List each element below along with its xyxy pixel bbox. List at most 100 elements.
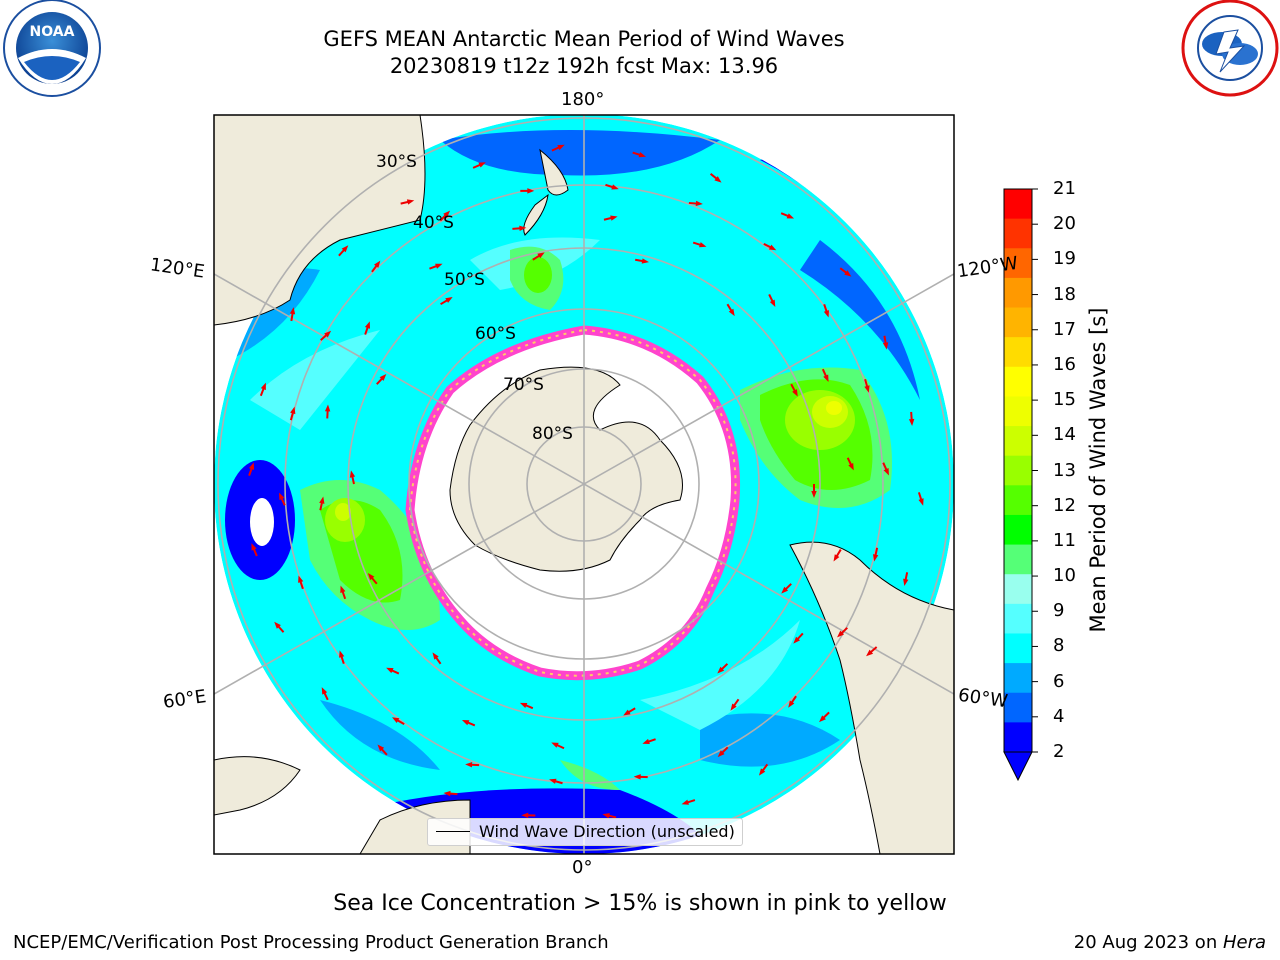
- wind-arrow-head: [788, 700, 795, 708]
- colorbar-tick-label: 12: [1053, 494, 1076, 516]
- map-border: [213, 114, 955, 855]
- wind-arrow-head: [882, 342, 889, 350]
- colorbar-tick-label: 9: [1053, 600, 1065, 622]
- wind-arrow-head: [321, 687, 328, 695]
- colorbar-tick-label: 6: [1053, 670, 1065, 692]
- colorbar-swatch: [1004, 633, 1032, 664]
- wind-arrow-head: [883, 468, 889, 476]
- colorbar-swatch: [1004, 307, 1032, 338]
- wind-arrow-head: [717, 750, 725, 758]
- wind-arrow-head: [324, 330, 332, 338]
- footer-date: 20 Aug 2023 on Hera: [1074, 932, 1266, 953]
- new-zealand-land: [523, 148, 569, 236]
- wind-arrow-head: [786, 213, 795, 219]
- legend-label: Wind Wave Direction (unscaled): [479, 822, 735, 841]
- wind-arrow-head: [833, 554, 840, 562]
- colorbar-swatch: [1004, 722, 1032, 753]
- lat-label-70s: 70°S: [503, 375, 544, 395]
- wind-arrow-head: [478, 162, 486, 168]
- colorbar-swatch: [1004, 277, 1032, 309]
- colorbar-swatch: [1004, 248, 1032, 279]
- wind-arrow-head: [681, 799, 689, 805]
- wind-arrow-head: [392, 717, 400, 723]
- wind-arrow-head: [290, 406, 296, 415]
- footer-branch: NCEP/EMC/Verification Post Processing Pr…: [13, 932, 609, 953]
- wind-arrow-head: [602, 813, 610, 819]
- wind-arrow-head: [443, 210, 451, 218]
- wind-arrow-head: [823, 374, 829, 382]
- colorbar-label: Mean Period of Wind Waves [s]: [1086, 307, 1110, 633]
- colorbar-tick-label: 8: [1053, 635, 1065, 657]
- lat-label-30s: 30°S: [376, 152, 417, 172]
- wind-arrow-head: [903, 578, 909, 586]
- colorbar-tick-label: 16: [1053, 353, 1076, 375]
- wind-arrow-head: [379, 373, 387, 381]
- wind-arrow-head: [641, 258, 649, 264]
- wind-arrow-head: [537, 252, 545, 259]
- wind-arrow-head: [260, 382, 266, 391]
- noaa-logo-text: NOAA: [30, 24, 75, 40]
- wind-arrow-head: [443, 790, 451, 797]
- wind-arrow-head: [758, 768, 766, 776]
- wind-arrow-head: [728, 308, 735, 317]
- wind-arrow-head: [349, 470, 356, 478]
- wind-arrow-head: [374, 260, 381, 268]
- wind-arrow-head: [695, 200, 703, 207]
- colorbar-tick-label: 15: [1053, 389, 1076, 411]
- wind-arrow-head: [521, 812, 529, 819]
- noaa-logo: NOAA: [3, 0, 101, 97]
- lon-label-180: 180°: [561, 89, 605, 110]
- colorbar-swatch: [1004, 544, 1032, 575]
- wind-arrow-head: [551, 742, 559, 748]
- footer-machine: Hera: [1222, 932, 1266, 953]
- south-america-land: [789, 541, 954, 854]
- colorbar-swatch: [1004, 485, 1032, 516]
- colorbar-tick-label: 4: [1053, 705, 1065, 727]
- wind-arrow-head: [611, 184, 619, 190]
- wind-arrow-head: [324, 404, 331, 412]
- wind-arrow-head: [435, 263, 443, 269]
- wind-arrow-head: [519, 702, 528, 708]
- colorbar-swatch: [1004, 455, 1032, 486]
- wind-arrow-head: [279, 492, 285, 501]
- colorbar-tick-label: 19: [1053, 248, 1076, 270]
- colorbar-tick-label: 14: [1053, 424, 1076, 446]
- wind-wave-arrows: [248, 144, 924, 819]
- australia-land: [214, 115, 426, 326]
- wind-arrow-head: [811, 491, 817, 498]
- map-area: [214, 115, 954, 854]
- lon-label-0: 0°: [572, 857, 593, 878]
- wind-arrow-head: [319, 496, 325, 504]
- wind-arrow-head: [633, 774, 641, 780]
- wind-arrow-head: [367, 573, 375, 581]
- wind-arrow-head: [768, 244, 777, 251]
- colorbar-tick-label: 17: [1053, 318, 1076, 340]
- lat-label-60s: 60°S: [475, 324, 516, 344]
- colorbar-tick-label: 11: [1053, 529, 1076, 551]
- wind-arrow-head: [769, 299, 776, 307]
- wind-arrow-head: [793, 636, 801, 644]
- colorbar-tick-label: 21: [1053, 178, 1076, 199]
- colorbar-tick-label: 2: [1053, 741, 1065, 762]
- wind-arrow-head: [717, 666, 725, 674]
- wind-arrow-head: [714, 176, 722, 183]
- wind-arrow-head: [918, 498, 924, 506]
- legend-line-swatch: [436, 831, 470, 832]
- wind-arrow-head: [386, 667, 394, 674]
- wind-arrow-head: [341, 245, 349, 253]
- wind-arrow-head: [274, 621, 281, 629]
- antarctica-land: [449, 366, 683, 572]
- map-legend: Wind Wave Direction (unscaled): [427, 818, 743, 846]
- wind-arrow-head: [730, 703, 737, 711]
- wind-arrow-head: [298, 575, 304, 583]
- wind-arrow-head: [519, 225, 527, 231]
- colorbar-tick-label: 20: [1053, 213, 1076, 235]
- wind-arrow-head: [549, 778, 557, 784]
- graticule: [214, 115, 954, 854]
- sea-ice-caption: Sea Ice Concentration > 15% is shown in …: [333, 891, 947, 916]
- wind-arrow-head: [792, 389, 798, 397]
- wind-arrow-head: [638, 152, 647, 158]
- lat-label-50s: 50°S: [444, 270, 485, 290]
- wind-arrow-head: [844, 270, 852, 277]
